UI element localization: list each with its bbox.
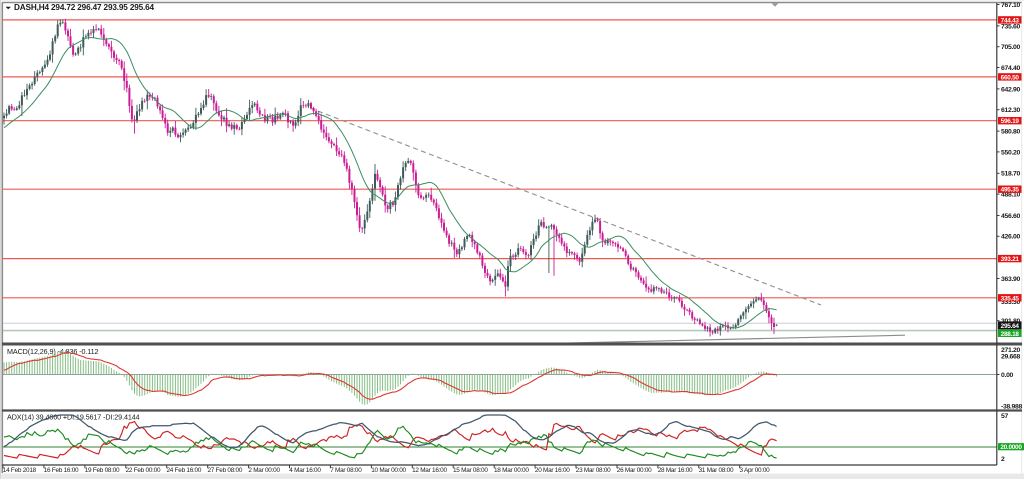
- svg-text:495.35: 495.35: [1001, 187, 1020, 194]
- svg-text:426.00: 426.00: [1001, 234, 1021, 241]
- svg-text:488.10: 488.10: [1001, 192, 1021, 199]
- svg-text:18 Mar 00:00: 18 Mar 00:00: [494, 467, 529, 474]
- svg-text:15 Mar 08:00: 15 Mar 08:00: [453, 467, 488, 474]
- svg-text:DASH,H4 294.72 296.47 293.95: DASH,H4 294.72 296.47 293.95 295.64: [14, 3, 155, 12]
- svg-text:2: 2: [1001, 456, 1005, 463]
- svg-text:22 Feb 00:00: 22 Feb 00:00: [126, 467, 161, 474]
- svg-text:-38.988: -38.988: [1001, 404, 1022, 411]
- svg-text:ADX(14) 39.4860 +DI:19.5617 -D: ADX(14) 39.4860 +DI:19.5617 -DI:29.4144: [7, 413, 140, 422]
- svg-text:27 Feb 08:00: 27 Feb 08:00: [208, 467, 243, 474]
- svg-text:4 Mar 16:00: 4 Mar 16:00: [289, 467, 321, 474]
- svg-text:14 Feb 2018: 14 Feb 2018: [3, 467, 37, 474]
- svg-text:7 Mar 08:00: 7 Mar 08:00: [330, 467, 362, 474]
- svg-text:612.30: 612.30: [1001, 107, 1021, 114]
- svg-text:767.10: 767.10: [1001, 2, 1021, 9]
- svg-text:31 Mar 08:00: 31 Mar 08:00: [699, 467, 734, 474]
- svg-text:16 Feb 16:00: 16 Feb 16:00: [44, 467, 79, 474]
- svg-text:660.50: 660.50: [1001, 74, 1020, 81]
- svg-text:23 Mar 08:00: 23 Mar 08:00: [576, 467, 611, 474]
- svg-text:642.90: 642.90: [1001, 86, 1021, 93]
- svg-text:19 Feb 08:00: 19 Feb 08:00: [85, 467, 120, 474]
- svg-text:24 Feb 16:00: 24 Feb 16:00: [167, 467, 202, 474]
- svg-text:335.45: 335.45: [1001, 295, 1020, 302]
- svg-text:MACD(12,26,9) -4.836 -0.112: MACD(12,26,9) -4.836 -0.112: [7, 347, 99, 356]
- svg-text:0.00: 0.00: [1001, 372, 1014, 379]
- svg-text:28 Mar 16:00: 28 Mar 16:00: [658, 467, 693, 474]
- svg-text:3 Apr 00:00: 3 Apr 00:00: [740, 467, 771, 474]
- svg-text:550.20: 550.20: [1001, 149, 1021, 156]
- svg-text:271.20: 271.20: [1001, 347, 1021, 354]
- svg-text:2 Mar 00:00: 2 Mar 00:00: [248, 467, 280, 474]
- svg-text:735.60: 735.60: [1001, 23, 1021, 30]
- svg-text:705.00: 705.00: [1001, 44, 1021, 51]
- svg-text:26 Mar 00:00: 26 Mar 00:00: [617, 467, 652, 474]
- svg-text:288.18: 288.18: [1001, 331, 1020, 338]
- svg-text:57: 57: [1001, 413, 1008, 420]
- svg-text:29.668: 29.668: [1001, 353, 1021, 360]
- svg-text:295.64: 295.64: [1001, 323, 1020, 330]
- svg-text:333.30: 333.30: [1001, 299, 1021, 306]
- svg-text:596.19: 596.19: [1001, 118, 1020, 125]
- svg-text:674.40: 674.40: [1001, 65, 1021, 72]
- svg-text:744.43: 744.43: [1001, 17, 1020, 24]
- svg-text:518.70: 518.70: [1001, 171, 1021, 178]
- svg-text:393.21: 393.21: [1001, 256, 1020, 263]
- svg-text:456.60: 456.60: [1001, 213, 1021, 220]
- svg-text:10 Mar 00:00: 10 Mar 00:00: [371, 467, 406, 474]
- svg-text:20.0000: 20.0000: [1000, 444, 1022, 451]
- svg-text:20 Mar 16:00: 20 Mar 16:00: [535, 467, 570, 474]
- svg-text:12 Mar 16:00: 12 Mar 16:00: [412, 467, 447, 474]
- svg-text:580.80: 580.80: [1001, 129, 1021, 136]
- svg-text:363.90: 363.90: [1001, 276, 1021, 283]
